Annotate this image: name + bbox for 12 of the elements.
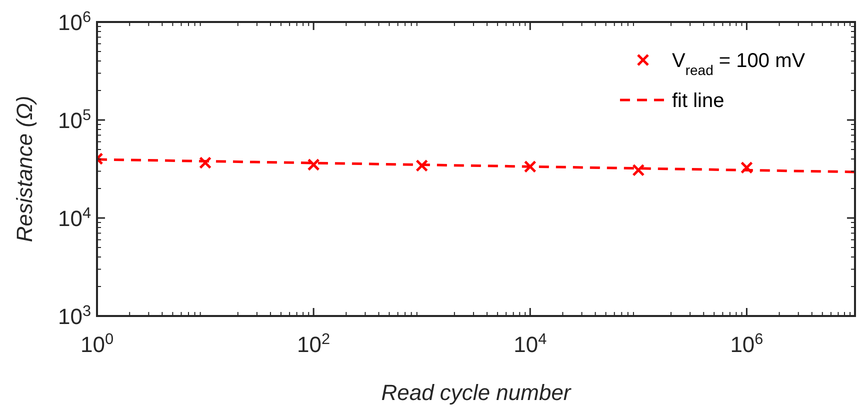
legend-label: fit line [672,90,724,112]
y-tick-label: 10$^{6}$ [58,8,91,35]
y-axis-title: Resistance (Ω) [12,96,37,242]
x-axis-title: Read cycle number [381,380,572,405]
x-tick-label: 10$^{2}$ [297,330,330,357]
x-tick-label: 10$^{0}$ [80,330,114,357]
x-tick-label: 10$^{6}$ [730,330,764,357]
y-tick-label: 10$^{5}$ [58,106,91,133]
x-tick-label: 10$^{4}$ [514,330,548,357]
legend-label: V$_{read}$ = 100 mV [672,50,806,78]
y-tick-label: 10$^{4}$ [58,204,92,231]
y-tick-label: 10$^{3}$ [58,302,91,329]
